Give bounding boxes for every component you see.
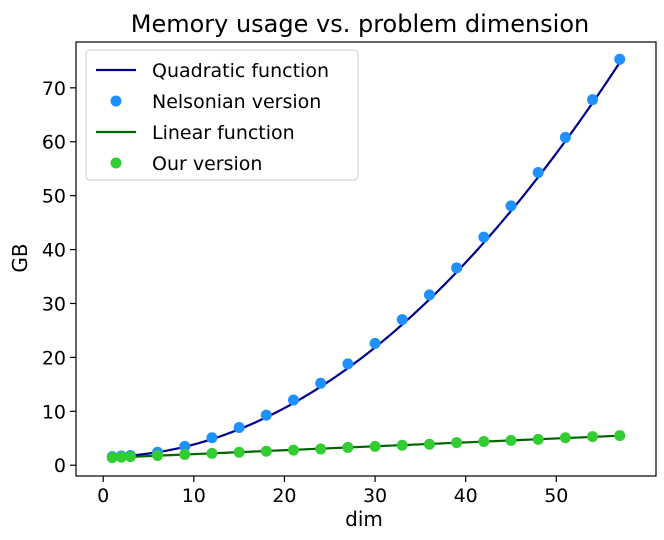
x-tick-label: 30 [363, 485, 387, 507]
legend-label: Nelsonian version [152, 91, 321, 113]
x-tick-label: 50 [544, 485, 568, 507]
x-axis-label: dim [345, 507, 383, 531]
data-point [315, 443, 327, 455]
data-point [369, 440, 381, 452]
data-point [451, 262, 463, 274]
chart-title: Memory usage vs. problem dimension [131, 10, 590, 38]
legend-label: Our version [152, 153, 262, 175]
data-point [124, 451, 136, 463]
plot-area: 0 10 20 30 40 50 0 10 20 30 40 50 60 70 [42, 41, 657, 507]
data-point [396, 314, 408, 326]
data-point [423, 289, 435, 301]
y-tick-label: 30 [42, 293, 66, 315]
data-point [152, 450, 164, 462]
data-point [233, 421, 245, 433]
y-tick-label: 50 [42, 186, 66, 208]
data-point [179, 440, 191, 452]
data-point [559, 131, 571, 143]
data-point [288, 444, 299, 456]
data-point [478, 231, 490, 243]
data-point [342, 441, 354, 453]
data-point [614, 430, 626, 442]
data-point [532, 166, 544, 178]
data-point [206, 447, 218, 459]
legend-label: Quadratic function [152, 60, 329, 82]
data-point [478, 435, 490, 447]
data-point [614, 53, 626, 65]
data-point [505, 200, 517, 212]
data-point [115, 451, 127, 463]
data-point [179, 448, 191, 460]
y-tick-label: 20 [42, 347, 66, 369]
data-point [559, 432, 571, 444]
x-tick-label: 10 [182, 485, 206, 507]
x-tick-label: 20 [272, 485, 296, 507]
legend-point-marker [110, 157, 122, 169]
data-point [342, 358, 354, 370]
data-point [106, 452, 118, 464]
data-point [423, 438, 435, 450]
y-axis-label: GB [8, 243, 32, 272]
y-tick-label: 70 [42, 78, 66, 100]
data-point [396, 439, 408, 451]
data-point [451, 437, 463, 449]
data-point [288, 394, 299, 406]
y-tick-label: 10 [42, 401, 66, 423]
y-tick-label: 60 [42, 132, 66, 154]
legend-label: Linear function [152, 122, 295, 144]
legend-box [85, 49, 359, 181]
axes-frame [75, 41, 657, 477]
x-tick-label: 40 [454, 485, 478, 507]
legend-point-marker [110, 95, 122, 107]
y-tick-label: 0 [54, 455, 66, 477]
x-tick-label: 0 [97, 485, 109, 507]
data-point [587, 431, 599, 443]
data-point [233, 446, 245, 458]
data-point [369, 337, 381, 349]
legend: Quadratic function Nelsonian version Linea… [85, 49, 359, 181]
data-point [315, 377, 327, 389]
data-point [260, 445, 272, 457]
data-point [206, 432, 218, 444]
data-point [505, 434, 517, 446]
y-tick-label: 40 [42, 240, 66, 262]
data-point [532, 433, 544, 445]
data-point [260, 409, 272, 421]
data-point [587, 94, 599, 106]
series-line-quadratic-function [112, 61, 621, 458]
